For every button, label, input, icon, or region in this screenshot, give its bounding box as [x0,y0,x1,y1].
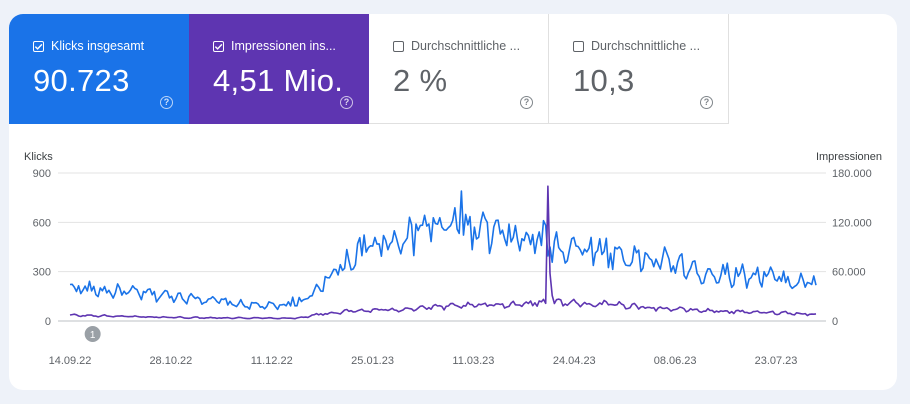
x-tick-label: 14.09.22 [49,355,92,367]
performance-card: Klicks insgesamt 90.723 ? Impressionen i… [9,14,897,390]
metric-label: Klicks insgesamt [51,39,145,53]
metric-label: Durchschnittliche ... [591,39,701,53]
annotation-marker[interactable] [84,326,101,342]
help-icon[interactable]: ? [520,96,533,109]
metric-value: 4,51 Mio. [213,63,344,98]
y-axis-right-title: Impressionen [816,151,882,163]
x-tick-label: 11.03.23 [452,355,494,367]
metric-tile-ctr[interactable]: Durchschnittliche ... 2 % ? [369,14,549,124]
y-tick-left: 900 [33,168,51,180]
metric-value: 90.723 [33,63,130,98]
metric-value: 10,3 [573,63,635,98]
help-icon[interactable]: ? [160,96,173,109]
y-tick-right: 180.000 [832,168,872,180]
series-line-impressions [69,185,817,320]
metric-label: Impressionen ins... [231,39,336,53]
metric-value: 2 % [393,63,448,98]
help-icon[interactable]: ? [340,96,353,109]
x-tick-label: 11.12.22 [251,355,293,367]
checkbox-clicks[interactable] [33,40,44,52]
checkbox-impressions[interactable] [213,40,224,52]
y-tick-right: 60.000 [832,267,866,279]
y-tick-right: 120.000 [832,217,872,229]
checkbox-position[interactable] [573,40,584,52]
metric-tile-position[interactable]: Durchschnittliche ... 10,3 ? [549,14,729,124]
series-line-clicks [69,190,817,311]
metric-label: Durchschnittliche ... [411,39,521,53]
y-tick-left: 300 [33,267,51,279]
y-tick-left: 600 [33,217,51,229]
y-tick-left: 0 [45,316,51,328]
metric-tile-clicks[interactable]: Klicks insgesamt 90.723 ? [9,14,189,124]
y-tick-right: 0 [832,316,838,328]
help-icon[interactable]: ? [700,96,713,109]
x-tick-label: 08.06.23 [654,355,697,367]
annotation-label: 1 [90,330,96,341]
x-tick-label: 23.07.23 [755,355,798,367]
metric-tile-impressions[interactable]: Impressionen ins... 4,51 Mio. ? [189,14,369,124]
x-tick-label: 24.04.23 [553,355,596,367]
y-axis-left-title: Klicks [24,151,53,163]
checkbox-ctr[interactable] [393,40,404,52]
x-tick-label: 25.01.23 [351,355,394,367]
x-tick-label: 28.10.22 [149,355,192,367]
metric-tiles: Klicks insgesamt 90.723 ? Impressionen i… [9,14,729,124]
